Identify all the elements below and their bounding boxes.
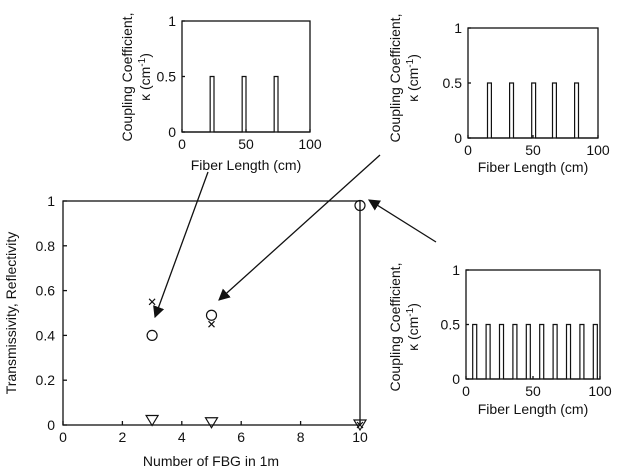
grating-pulse [553,325,557,380]
coupling-profile-line [466,323,600,380]
inset-y-tick-label: 0 [168,124,176,140]
circle-marker [146,329,158,341]
circle-marker [354,199,366,212]
main-y-tick-label: 0.6 [36,283,56,299]
inset-5-gratings: 0 50 100 0 0.5 1 Fiber Length (cm) Coupling C… [387,14,610,175]
main-y-axis-label: Transmissivity, Reflectivity [3,232,19,395]
grating-pulse [486,325,490,380]
x-marker [148,298,156,306]
inset-3-gratings: 0 50 100 0 0.5 1 Fiber Length (cm) Coupling C… [119,13,322,173]
main-plot-frame [62,200,361,426]
inset-y-tick-label: 1 [454,20,462,36]
inset-5-marks [468,82,598,139]
inset-x-tick-label: 50 [525,142,541,158]
inset-10-ticks: 0 50 100 0 0.5 1 [441,262,612,399]
inset-x-tick-label: 100 [586,142,610,158]
main-y-tick-label: 0 [47,417,55,433]
inset-x-tick-label: 50 [238,136,254,152]
arrow-inset-10-to-point [368,199,437,243]
main-x-axis-label: Number of FBG in 1m [143,453,279,469]
circle-marker [205,309,218,321]
inset-x-tick-label: 0 [178,136,186,152]
inset-10-marks [466,323,600,380]
main-x-tick-label: 10 [352,429,368,445]
triangle-down-marker [204,417,219,429]
x-marker [208,320,215,328]
inset-y-tick-label: 0 [454,130,462,146]
main-marks [145,199,368,432]
inset-x-tick-label: 50 [525,383,541,399]
main-x-tick-label: 4 [178,429,186,445]
grating-pulse [567,325,571,380]
coupling-profile-line [182,75,310,133]
inset-10-y-axis-label-line2: κ (cm-1) [405,303,421,351]
coupling-profile-line [468,82,598,139]
main-x-tick-label: 6 [237,429,245,445]
main-x-tick-label: 0 [59,429,67,445]
inset-x-tick-label: 100 [298,136,322,152]
grating-pulse [500,325,504,380]
inset-3-marks [182,75,310,133]
inset-y-tick-label: 0.5 [157,69,177,85]
inset-y-tick-label: 1 [452,262,460,278]
inset-3-y-axis-label-line1: Coupling Coefficient, [119,13,135,142]
main-y-tick-label: 0.2 [36,372,56,388]
inset-3-y-axis-label-line2: κ (cm-1) [137,53,153,101]
inset-y-tick-label: 0.5 [443,75,463,91]
inset-y-tick-label: 1 [168,13,176,29]
grating-pulse [526,325,530,380]
inset-5-x-axis-label: Fiber Length (cm) [478,159,588,175]
grating-pulse [540,325,544,380]
inset-y-tick-label: 0 [452,371,460,387]
inset-10-x-axis-label: Fiber Length (cm) [478,401,588,417]
main-y-tick-label: 0.8 [36,238,56,254]
grating-pulse [593,325,597,380]
inset-5-ticks: 0 50 100 0 0.5 1 [443,20,610,158]
inset-10-gratings: 0 50 100 0 0.5 1 Fiber Length (cm) Coupling C… [387,262,612,417]
grating-pulse [580,325,584,380]
main-y-tick-label: 1 [47,193,55,209]
triangle-down-marker [352,419,368,432]
triangle-down-marker [145,414,160,427]
main-ticks: 0 2 4 6 8 10 0 0.2 0.4 0.6 0.8 1 [36,193,368,445]
inset-x-tick-label: 100 [588,383,612,399]
arrow-inset-5-to-point [218,154,381,301]
main-x-tick-label: 8 [297,429,305,445]
inset-y-tick-label: 0.5 [441,317,461,333]
inset-x-tick-label: 0 [464,142,472,158]
main-x-tick-label: 2 [119,429,127,445]
inset-5-y-axis-label-line1: Coupling Coefficient, [387,14,403,143]
inset-5-y-axis-label-line2: κ (cm-1) [405,54,421,102]
inset-10-y-axis-label-line1: Coupling Coefficient, [387,263,403,392]
grating-pulse [513,325,517,380]
arrow-inset-3-to-point [153,171,209,319]
grating-pulse [473,325,477,380]
inset-3-x-axis-label: Fiber Length (cm) [191,157,301,173]
inset-x-tick-label: 0 [462,383,470,399]
main-y-tick-label: 0.4 [36,327,56,343]
main-chart: 0 2 4 6 8 10 0 0.2 0.4 0.6 0.8 1 Number of FBG in 1… [3,193,368,469]
inset-3-ticks: 0 50 100 0 0.5 1 [157,13,322,152]
